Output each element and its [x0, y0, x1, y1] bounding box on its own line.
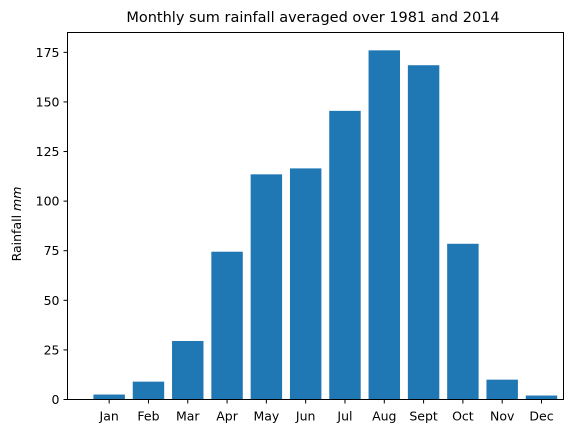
bar-jul	[329, 110, 361, 400]
y-axis-label-text: Rainfall	[9, 215, 24, 261]
y-tick-label: 0	[52, 392, 60, 407]
y-tick-label: 25	[44, 342, 60, 357]
bar-mar	[172, 340, 204, 400]
y-tick-label: 100	[36, 194, 60, 209]
bar-jun	[289, 168, 322, 400]
plot-frame	[67, 32, 564, 400]
y-tick-label: 150	[36, 94, 60, 109]
x-tick-label: Feb	[137, 409, 159, 424]
x-tick-label: Oct	[452, 409, 474, 424]
x-tick-label: Dec	[529, 409, 553, 424]
bars-group	[93, 50, 558, 400]
y-tick-label: 75	[44, 243, 60, 258]
bar-apr	[211, 251, 243, 400]
x-tick-label: Apr	[216, 409, 238, 424]
bar-may	[250, 174, 283, 400]
x-tick-label: Mar	[176, 409, 200, 424]
x-tick-label: Aug	[372, 409, 396, 424]
x-ticks-group: Jan Feb Mar Apr May Jun Jul Aug Sept Oct Nov Dec	[99, 399, 554, 424]
x-tick-label: May	[253, 409, 279, 424]
bar-aug	[368, 50, 401, 400]
x-tick-label: Jul	[336, 409, 352, 424]
bar-dec	[525, 395, 558, 400]
y-axis-label-unit: mm	[9, 187, 24, 211]
bar-sept	[407, 65, 440, 400]
x-tick-label: Sept	[409, 409, 438, 424]
y-ticks-group: 0 25 50 75 100 125 150 175	[36, 45, 68, 407]
y-tick-label: 175	[36, 45, 60, 60]
chart-title: Monthly sum rainfall averaged over 1981 …	[126, 10, 499, 26]
x-tick-label: Jun	[295, 409, 316, 424]
x-tick-label: Jan	[99, 409, 119, 424]
bar-nov	[486, 379, 518, 400]
x-tick-label: Nov	[490, 409, 515, 424]
y-axis-label: Rainfall mm	[9, 187, 24, 262]
bar-oct	[447, 243, 479, 400]
y-tick-label: 50	[44, 293, 60, 308]
bar-jan	[93, 394, 125, 400]
bar-feb	[132, 381, 165, 400]
y-tick-label: 125	[36, 144, 60, 159]
